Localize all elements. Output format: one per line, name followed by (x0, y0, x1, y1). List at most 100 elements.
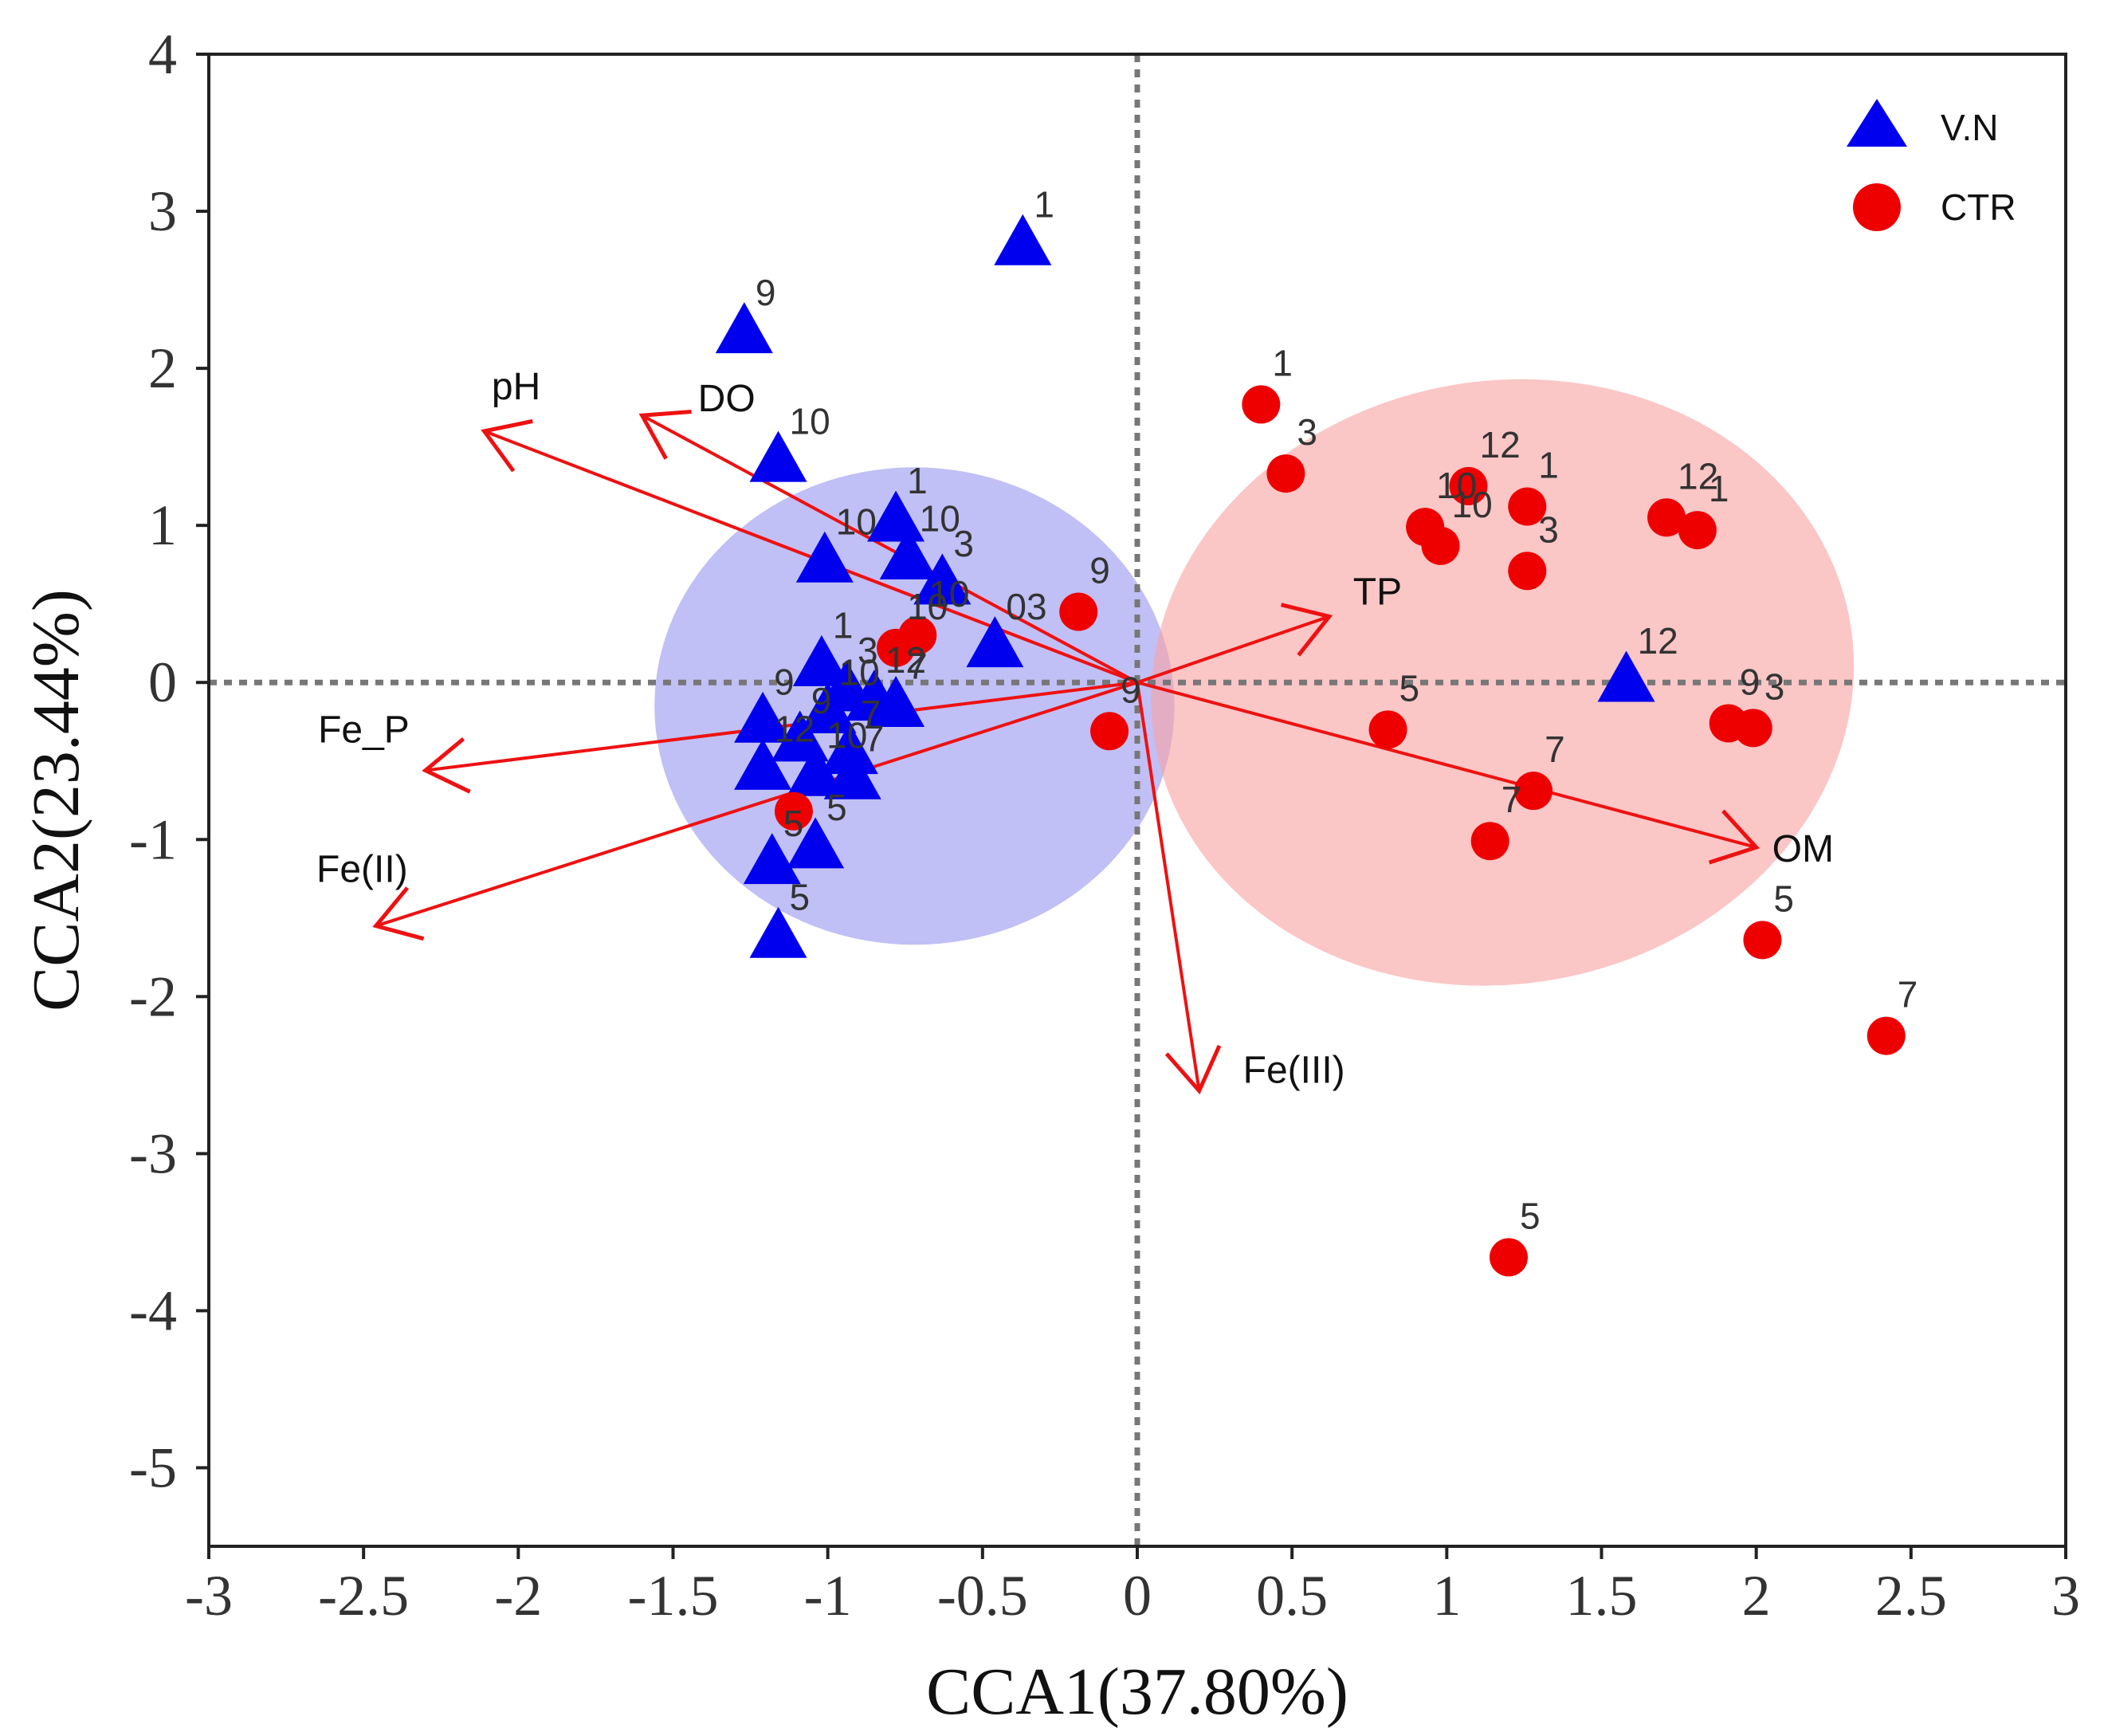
vector-head-fe-p (422, 736, 471, 794)
point-triangle (749, 430, 807, 482)
y-tick-label: 0 (148, 650, 177, 714)
y-tick-label: -3 (129, 1121, 177, 1185)
point-label: 03 (1006, 586, 1046, 627)
y-tick-label: -1 (129, 807, 177, 871)
point-label: 12 (1678, 455, 1718, 497)
point-triangle (820, 723, 878, 775)
point-circle (1242, 385, 1281, 424)
point-triangle (994, 214, 1052, 265)
point-triangle (1597, 650, 1655, 702)
point-circle (1449, 466, 1488, 505)
point-label: 5 (1520, 1195, 1541, 1236)
point-circle (1368, 710, 1407, 749)
point-triangle (787, 744, 845, 796)
point-circle (1508, 552, 1547, 591)
point-label: 5 (1773, 878, 1794, 919)
sample-points (715, 214, 1906, 1277)
point-label: 10 (928, 573, 969, 615)
point-label: 10 (920, 498, 960, 540)
point-circle (1743, 921, 1782, 960)
point-label: 9 (1121, 669, 1141, 710)
point-label: 3 (953, 523, 974, 564)
point-circle (1514, 772, 1553, 811)
point-label: 12 (1638, 620, 1678, 662)
point-circle (898, 616, 937, 655)
point-label: 10 (836, 501, 877, 542)
x-tick-label: 1 (1432, 1564, 1461, 1628)
vector-head-fe-iii (1164, 1044, 1222, 1095)
point-label: 5 (1399, 667, 1420, 709)
point-label: 3 (1538, 509, 1559, 550)
point-label: 9 (756, 272, 776, 313)
point-triangle (743, 833, 801, 885)
point-label: 3 (1764, 666, 1785, 707)
point-label: 10 (1452, 484, 1493, 525)
vector-head-ph (481, 418, 533, 473)
point-label: 7 (907, 646, 928, 687)
point-label: 5 (790, 876, 811, 917)
point-label: 12 (1480, 424, 1521, 465)
x-tick-label: -2 (494, 1564, 542, 1628)
vector-label-fe-ii: Fe(II) (316, 849, 408, 891)
vector-label-fe-iii: Fe(III) (1243, 1050, 1345, 1092)
vector-arrow-om (1136, 681, 1757, 850)
x-tick-label: 1.5 (1566, 1564, 1638, 1628)
vector-head-do (638, 409, 692, 460)
vector-label-do: DO (698, 378, 756, 420)
point-label: 7 (1545, 729, 1565, 770)
point-circle (1867, 1016, 1906, 1055)
x-tick-label: 2 (1742, 1564, 1771, 1628)
point-label: 5 (783, 803, 804, 844)
y-tick-label: -4 (129, 1278, 177, 1342)
point-circle (1733, 709, 1772, 748)
vector-label-fe-p: Fe_P (318, 709, 410, 752)
point-label: 9 (774, 661, 795, 702)
x-tick-label: 2.5 (1875, 1564, 1947, 1628)
point-label: 9 (1089, 550, 1110, 591)
point-label: 7 (864, 717, 885, 759)
legend: V.N CTR (1847, 99, 2016, 231)
x-tick-label: -1 (804, 1564, 852, 1628)
point-label: 10 (839, 652, 880, 693)
point-triangle (715, 302, 773, 354)
x-axis-title: CCA1(37.80%) (926, 1655, 1348, 1729)
point-label: 10 (907, 586, 948, 627)
x-tick-label: -1.5 (628, 1564, 719, 1628)
point-circle (1090, 712, 1129, 751)
point-triangle (799, 681, 857, 733)
legend-marker-v-n (1847, 99, 1907, 147)
legend-marker-ctr (1853, 183, 1901, 231)
point-circle (1470, 822, 1509, 861)
point-triangle (879, 528, 937, 579)
vector-label-om: OM (1772, 828, 1834, 870)
y-tick-label: 2 (148, 336, 177, 400)
point-triangle (913, 553, 972, 605)
point-label: 7 (1501, 779, 1522, 820)
point-label: 3 (858, 630, 878, 671)
point-label: 9 (1740, 661, 1761, 702)
x-tick-label: -0.5 (937, 1564, 1028, 1628)
y-tick-label: 1 (148, 493, 177, 557)
point-triangle (792, 634, 850, 686)
x-tick-label: 3 (2051, 1564, 2080, 1628)
point-label: 1 (1538, 445, 1559, 486)
point-label: 1 (907, 460, 928, 501)
point-label: 9 (811, 680, 832, 721)
legend-label-v-n: V.N (1941, 107, 1998, 148)
point-triangle (749, 906, 807, 958)
point-label: 3 (1297, 411, 1317, 453)
vector-head-om (1708, 809, 1761, 865)
point-label: 1 (1034, 183, 1054, 225)
vector-arrow-tp (1136, 615, 1330, 685)
point-label: 1 (833, 605, 854, 646)
point-triangle (795, 531, 854, 583)
point-triangle (867, 676, 925, 728)
point-label: 5 (826, 787, 847, 828)
legend-label-ctr: CTR (1941, 187, 2016, 228)
y-tick-label: -2 (129, 964, 177, 1028)
y-tick-label: 3 (148, 179, 177, 243)
point-circle (1266, 454, 1305, 493)
